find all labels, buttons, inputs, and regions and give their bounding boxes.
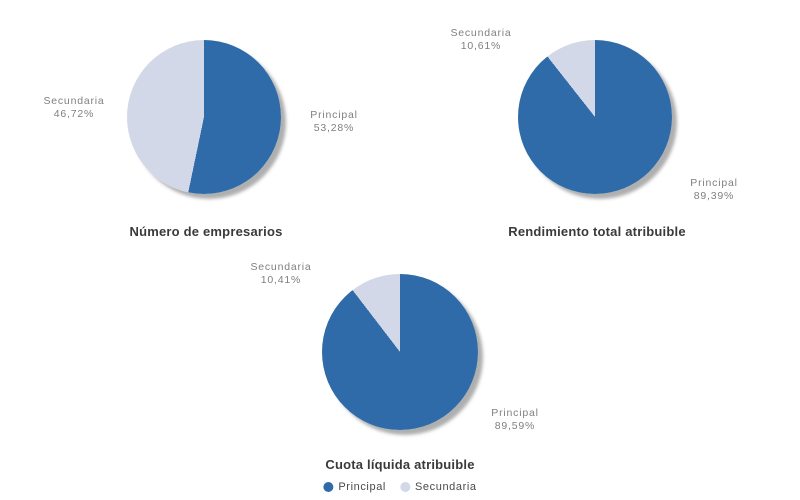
legend: Principal Secundaria [323,481,476,493]
slice-label-value: 46,72% [53,108,95,120]
slice-label-value: 89,59% [494,420,536,432]
slice-label-name: Secundaria [43,95,105,107]
secundaria-swatch-icon [399,482,410,492]
slice-label-value: 10,41% [260,274,302,286]
legend-label: Principal [338,481,386,493]
slice-label-name: Secundaria [250,261,312,273]
slice-label-secundaria: Secundaria 46,72% [43,95,104,121]
slice-label-value: 53,28% [313,122,355,134]
slice-label-principal: Principal 89,59% [491,407,538,433]
slice-label-value: 10,61% [460,40,502,52]
slice-label-name: Principal [491,407,539,419]
chart-title-cuota-liquida-atribuible: Cuota líquida atribuible [325,457,475,472]
slice-label-value: 89,39% [693,190,735,202]
legend-label: Secundaria [414,481,477,493]
pie-numero-de-empresarios[interactable] [127,40,281,194]
slice-label-name: Principal [310,109,358,121]
pie-cuota-liquida-atribuible[interactable] [322,274,478,430]
slice-label-principal: Principal 53,28% [310,109,357,135]
slice-label-secundaria: Secundaria 10,61% [450,27,511,53]
slice-label-name: Principal [690,177,738,189]
slice-label-principal: Principal 89,39% [690,177,737,203]
legend-item-secundaria[interactable]: Secundaria [399,481,477,493]
principal-swatch-icon [323,482,334,492]
legend-item-principal[interactable]: Principal [323,481,386,493]
slice-label-secundaria: Secundaria 10,41% [250,261,311,287]
slice-label-name: Secundaria [450,27,512,39]
pie-rendimiento-total-atribuible[interactable] [518,40,672,194]
chart-title-rendimiento-total-atribuible: Rendimiento total atribuible [508,224,686,239]
chart-title-numero-de-empresarios: Número de empresarios [129,224,283,239]
